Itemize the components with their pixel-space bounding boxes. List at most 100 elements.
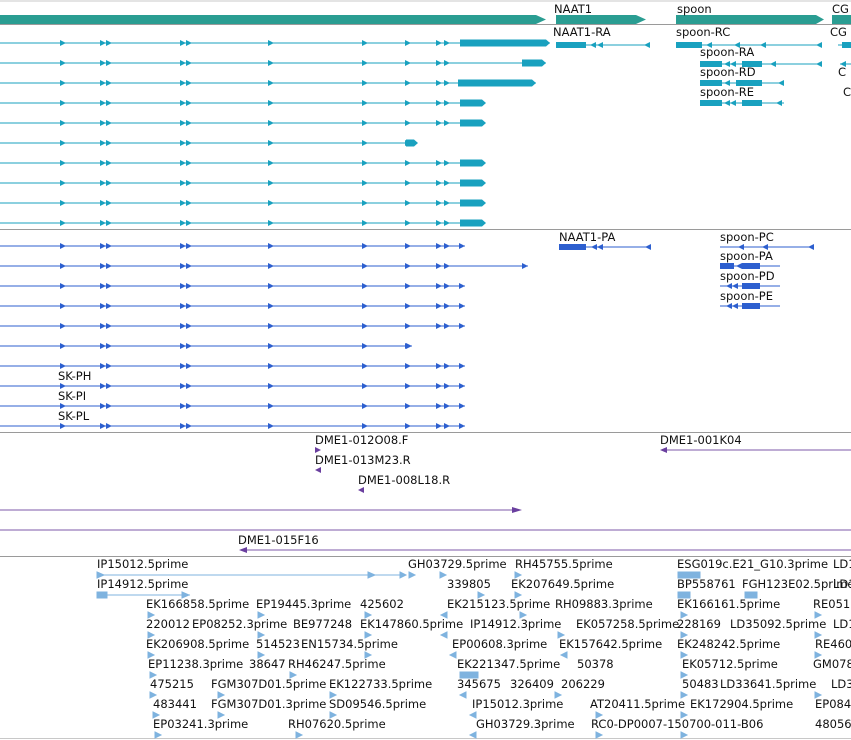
transcript-label-c-1[interactable]: C bbox=[838, 65, 846, 79]
est-label[interactable]: BP558761 bbox=[677, 577, 736, 591]
transcript-row[interactable] bbox=[0, 139, 418, 147]
clone-mark-008l18[interactable] bbox=[358, 487, 364, 493]
est-label[interactable]: 50483 bbox=[682, 677, 719, 691]
est-label[interactable]: 326409 bbox=[510, 677, 554, 691]
protein-naat1-pa[interactable] bbox=[559, 244, 651, 250]
clone-label-015f16[interactable]: DME1-015F16 bbox=[238, 533, 319, 547]
gene-label-spoon[interactable]: spoon bbox=[677, 2, 712, 16]
transcript-row[interactable] bbox=[0, 179, 486, 187]
protein-label-sk-ph[interactable]: SK-PH bbox=[58, 369, 91, 383]
clone-mark-012o08[interactable] bbox=[315, 447, 321, 453]
est-label[interactable]: EK206908.5prime bbox=[146, 637, 249, 651]
protein-row[interactable] bbox=[0, 363, 465, 369]
est-label[interactable]: ESG019c.E21_G10.3prime bbox=[677, 557, 828, 571]
est-label[interactable]: LD1 bbox=[833, 557, 851, 571]
est-label[interactable]: EN15734.5prime bbox=[301, 637, 398, 651]
est-label[interactable]: 206229 bbox=[561, 677, 605, 691]
est-label[interactable]: GH03729.5prime bbox=[408, 557, 507, 571]
protein-spoon-pa[interactable] bbox=[720, 263, 780, 269]
est-label[interactable]: 483441 bbox=[153, 697, 197, 711]
protein-spoon-pd[interactable] bbox=[720, 283, 780, 289]
est-label[interactable]: LD1 bbox=[833, 617, 851, 631]
transcript-row[interactable] bbox=[0, 99, 486, 107]
est-label[interactable]: RH45755.5prime bbox=[515, 557, 613, 571]
protein-row[interactable] bbox=[0, 343, 412, 349]
gene-bar-naat1[interactable] bbox=[556, 15, 636, 24]
est-label[interactable]: LD3 bbox=[831, 677, 851, 691]
clone-label-012o08[interactable]: DME1-012O08.F bbox=[315, 433, 408, 447]
est-label[interactable]: FGM307D01.3prime bbox=[211, 697, 326, 711]
est-label[interactable]: EK166161.5prime bbox=[677, 597, 780, 611]
transcript-row[interactable] bbox=[0, 59, 546, 67]
est-label[interactable]: IP15012.5prime bbox=[97, 557, 188, 571]
gene-bar-cg[interactable] bbox=[832, 15, 851, 24]
est-label[interactable]: RC0-DP0007-150700-011-B06 bbox=[591, 717, 763, 731]
est-label[interactable]: EP084 bbox=[815, 697, 851, 711]
transcript-label-spoon-re[interactable]: spoon-RE bbox=[700, 85, 754, 99]
est-label[interactable]: SD09546.5prime bbox=[329, 697, 426, 711]
gene-bar-left[interactable] bbox=[0, 15, 536, 24]
est-label[interactable]: EK215123.5prime bbox=[447, 597, 550, 611]
clone-label-001k04[interactable]: DME1-001K04 bbox=[660, 433, 742, 447]
clone-mark-013m23[interactable] bbox=[315, 467, 321, 473]
transcript-label-spoon-ra[interactable]: spoon-RA bbox=[700, 45, 754, 59]
est-label[interactable]: EP08252.3prime bbox=[192, 617, 287, 631]
protein-row[interactable] bbox=[0, 403, 465, 409]
protein-row[interactable] bbox=[0, 323, 465, 329]
est-label[interactable]: LD33641.5prime bbox=[720, 677, 816, 691]
transcript-label-cg[interactable]: CG bbox=[830, 25, 847, 39]
est-label[interactable]: 345675 bbox=[457, 677, 501, 691]
est-label[interactable]: EK147860.5prime bbox=[360, 617, 463, 631]
clone-001k04[interactable] bbox=[660, 447, 851, 453]
protein-label-sk-pi[interactable]: SK-PI bbox=[58, 389, 86, 403]
est-label[interactable]: IP15012.3prime bbox=[472, 697, 563, 711]
gene-label-naat1[interactable]: NAAT1 bbox=[554, 2, 592, 16]
transcript-row[interactable] bbox=[0, 199, 486, 207]
protein-row[interactable] bbox=[0, 263, 528, 269]
protein-row[interactable] bbox=[0, 423, 465, 429]
protein-label-sk-pl[interactable]: SK-PL bbox=[58, 409, 90, 423]
transcript-label-naat1-ra[interactable]: NAAT1-RA bbox=[553, 25, 611, 39]
est-label[interactable]: EK221347.5prime bbox=[457, 657, 560, 671]
est-label[interactable]: EK122733.5prime bbox=[329, 677, 432, 691]
est-label[interactable]: EK057258.5prime bbox=[576, 617, 679, 631]
est-label[interactable]: LD35092.5prime bbox=[730, 617, 826, 631]
est-label[interactable]: 220012 bbox=[146, 617, 190, 631]
est-label[interactable]: RE460 bbox=[815, 637, 851, 651]
est-label[interactable]: EK207649.5prime bbox=[511, 577, 614, 591]
transcript-row[interactable] bbox=[0, 119, 486, 127]
transcript-spoon-rd[interactable] bbox=[700, 80, 784, 86]
protein-row[interactable] bbox=[0, 383, 465, 389]
est-label[interactable]: RH46247.5prime bbox=[288, 657, 386, 671]
est-label[interactable]: EP19445.3prime bbox=[256, 597, 351, 611]
est-label[interactable]: 38647 bbox=[249, 657, 286, 671]
est-label[interactable]: EK166858.5prime bbox=[146, 597, 249, 611]
transcript-label-c-2[interactable]: C bbox=[843, 85, 851, 99]
protein-label-naat1-pa[interactable]: NAAT1-PA bbox=[559, 230, 615, 244]
est-label[interactable]: 50378 bbox=[577, 657, 614, 671]
transcript-label-spoon-rd[interactable]: spoon-RD bbox=[700, 65, 756, 79]
clone-long-forward[interactable] bbox=[0, 507, 522, 513]
est-label[interactable]: FGM307D01.5prime bbox=[211, 677, 326, 691]
transcript-row[interactable] bbox=[0, 219, 486, 227]
transcript-row[interactable] bbox=[0, 159, 486, 167]
est-label[interactable]: BE977248 bbox=[293, 617, 352, 631]
transcript-row[interactable] bbox=[0, 39, 550, 47]
clone-label-013m23[interactable]: DME1-013M23.R bbox=[315, 453, 411, 467]
est-label[interactable]: 228169 bbox=[677, 617, 721, 631]
est-label[interactable]: 425602 bbox=[360, 597, 404, 611]
est-label[interactable]: GH03729.3prime bbox=[476, 717, 575, 731]
est-label[interactable]: RE051 bbox=[813, 597, 850, 611]
transcript-cg-partial[interactable] bbox=[838, 42, 851, 67]
protein-label-spoon-pd[interactable]: spoon-PD bbox=[720, 269, 775, 283]
est-label[interactable]: AT20411.5prime bbox=[590, 697, 685, 711]
transcript-spoon-ra[interactable] bbox=[700, 61, 822, 67]
protein-row[interactable] bbox=[0, 243, 465, 249]
est-label[interactable]: LD1 bbox=[833, 577, 851, 591]
est-label[interactable]: EK157642.5prime bbox=[559, 637, 662, 651]
est-label[interactable]: EP00608.3prime bbox=[452, 637, 547, 651]
protein-spoon-pe[interactable] bbox=[720, 303, 780, 309]
est-label[interactable]: 339805 bbox=[447, 577, 491, 591]
est-label[interactable]: 48056 bbox=[815, 717, 851, 731]
est-label[interactable]: FGH123E02.5prime bbox=[742, 577, 851, 591]
